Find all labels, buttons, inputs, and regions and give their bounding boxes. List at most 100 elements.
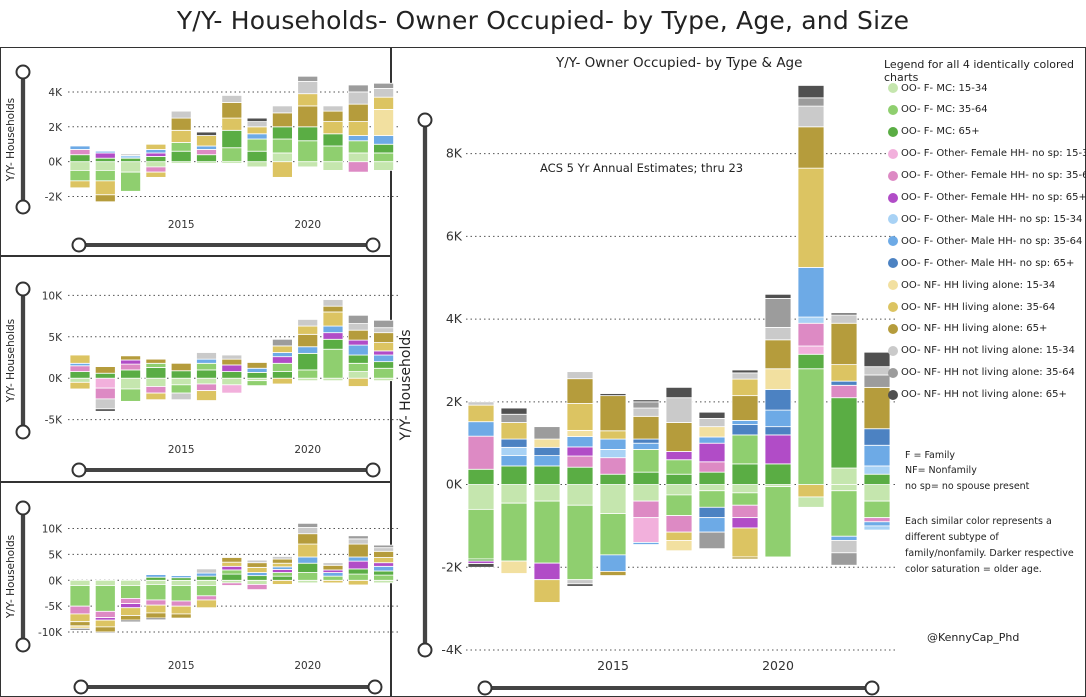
legend-item[interactable]: OO- F- Other- Male HH- no sp: 15-34 xyxy=(888,212,1082,226)
legend-item[interactable]: OO- F- Other- Female HH- no sp: 65+ xyxy=(888,191,1086,205)
y-range-handle-bottom[interactable] xyxy=(417,642,433,658)
bar-segment xyxy=(797,368,825,485)
note-color-2: different subtype of xyxy=(905,532,999,543)
bar-segment xyxy=(632,401,660,409)
y-tick-label: -2K xyxy=(45,192,63,204)
legend-item[interactable]: OO- F- Other- Female HH- no sp: 15-34 xyxy=(888,147,1086,161)
bar-segment xyxy=(246,117,268,122)
bar-segment xyxy=(347,362,369,372)
bar-segment xyxy=(145,584,167,601)
bar-segment xyxy=(533,465,561,485)
bar-segment xyxy=(297,105,319,128)
bar-segment xyxy=(698,531,726,550)
legend-item[interactable]: OO- F- MC: 35-64 xyxy=(888,103,988,117)
bar-segment xyxy=(246,161,268,168)
bar-segment xyxy=(69,381,91,390)
legend-item[interactable]: OO- F- Other- Male HH- no sp: 65+ xyxy=(888,256,1074,270)
bar-segment xyxy=(297,93,319,107)
bar-segment xyxy=(731,395,759,421)
bar-segment xyxy=(599,393,627,397)
y-range-handle-top[interactable] xyxy=(417,112,433,128)
y-tick-label: 5K xyxy=(48,549,63,561)
y-range-handle-bottom[interactable] xyxy=(15,637,31,653)
bar-segment xyxy=(120,607,141,616)
bar-segment xyxy=(347,573,369,581)
legend-item[interactable]: OO- NF- HH not living alone: 65+ xyxy=(888,388,1067,402)
y-range-handle-top[interactable] xyxy=(15,500,31,516)
bar-segment xyxy=(69,149,91,156)
y-range-handle-bottom[interactable] xyxy=(15,424,31,440)
x-range-handle-right[interactable] xyxy=(365,237,381,253)
legend-item[interactable]: OO- F- MC: 15-34 xyxy=(888,81,988,95)
y-range-handle-bottom[interactable] xyxy=(15,199,31,215)
x-range-handle-left[interactable] xyxy=(73,679,89,695)
x-range-handle-right[interactable] xyxy=(367,679,383,695)
bar-segment xyxy=(69,628,91,631)
bar-segment xyxy=(94,194,116,203)
bar-segment xyxy=(863,473,891,485)
note-f: F = Family xyxy=(905,450,956,461)
bar-segment xyxy=(196,568,217,574)
x-range-handle-left[interactable] xyxy=(477,680,493,696)
bar-segment xyxy=(500,560,528,574)
y-range-handle-top[interactable] xyxy=(15,281,31,297)
bar-segment xyxy=(145,386,167,394)
bar-segment xyxy=(863,525,891,531)
bar-segment xyxy=(665,386,693,399)
bar-segment xyxy=(533,438,561,448)
y-tick-label: 10K xyxy=(42,290,63,302)
bar-segment xyxy=(69,180,91,189)
bar-segment xyxy=(373,96,395,110)
chart-small-2: -5K 0K 5K 10K 2015 2020 Y/Y- Households xyxy=(5,281,400,478)
bar-segment xyxy=(145,362,167,368)
bar-segment xyxy=(271,572,293,577)
bar-segment xyxy=(347,91,369,105)
bar-segment xyxy=(322,311,344,327)
bar-segment xyxy=(69,621,91,627)
bar-segment xyxy=(500,455,528,467)
bar-segment xyxy=(731,420,759,425)
x-range-handle-left[interactable] xyxy=(71,462,87,478)
bar-segment xyxy=(120,359,141,365)
bar-segment xyxy=(246,579,268,585)
bar-segment xyxy=(170,117,192,131)
bar-segment xyxy=(246,559,268,564)
legend-item[interactable]: OO- F- Other- Male HH- no sp: 35-64 xyxy=(888,234,1082,248)
bar-segment xyxy=(632,438,660,444)
x-range-handle-left[interactable] xyxy=(71,237,87,253)
legend-item[interactable]: OO- NF- HH living alone: 35-64 xyxy=(888,300,1055,314)
legend-item[interactable]: OO- F- MC: 65+ xyxy=(888,125,980,139)
bar-segment xyxy=(69,154,91,163)
legend-item[interactable]: OO- NF- HH not living alone: 35-64 xyxy=(888,366,1075,380)
bar-segment xyxy=(322,161,344,171)
legend-item[interactable]: OO- NF- HH living alone: 15-34 xyxy=(888,278,1055,292)
note-color-1: Each similar color represents a xyxy=(905,516,1052,527)
bar-segment xyxy=(566,579,594,585)
legend-item[interactable]: OO- NF- HH living alone: 65+ xyxy=(888,322,1047,336)
x-range-handle-right[interactable] xyxy=(864,680,880,696)
bar-segment xyxy=(731,556,759,560)
bar-segment xyxy=(599,513,627,556)
bar-segment xyxy=(373,332,395,343)
legend-item[interactable]: OO- F- Other- Female HH- no sp: 35-64 xyxy=(888,169,1086,183)
bar-segment xyxy=(599,571,627,576)
bar-segment xyxy=(145,574,167,578)
bar-segment xyxy=(373,367,395,379)
y-range-handle-top[interactable] xyxy=(15,64,31,80)
bar-segment xyxy=(322,299,344,307)
bar-segment xyxy=(297,352,319,371)
bar-segment xyxy=(665,539,693,552)
legend-item[interactable]: OO- NF- HH not living alone: 15-34 xyxy=(888,344,1075,358)
bar-segment xyxy=(347,121,369,136)
x-range-handle-right[interactable] xyxy=(365,462,381,478)
bar-segment xyxy=(94,161,116,171)
legend-swatch-icon xyxy=(888,83,898,93)
bar-segment xyxy=(196,154,217,163)
bar-segment xyxy=(322,305,344,313)
bar-segment xyxy=(246,362,268,369)
bar-segment xyxy=(566,583,594,587)
bar-segment xyxy=(797,316,825,324)
bar-segment xyxy=(632,471,660,485)
bar-segment xyxy=(120,579,141,586)
legend-label: OO- F- Other- Male HH- no sp: 15-34 xyxy=(901,213,1083,225)
